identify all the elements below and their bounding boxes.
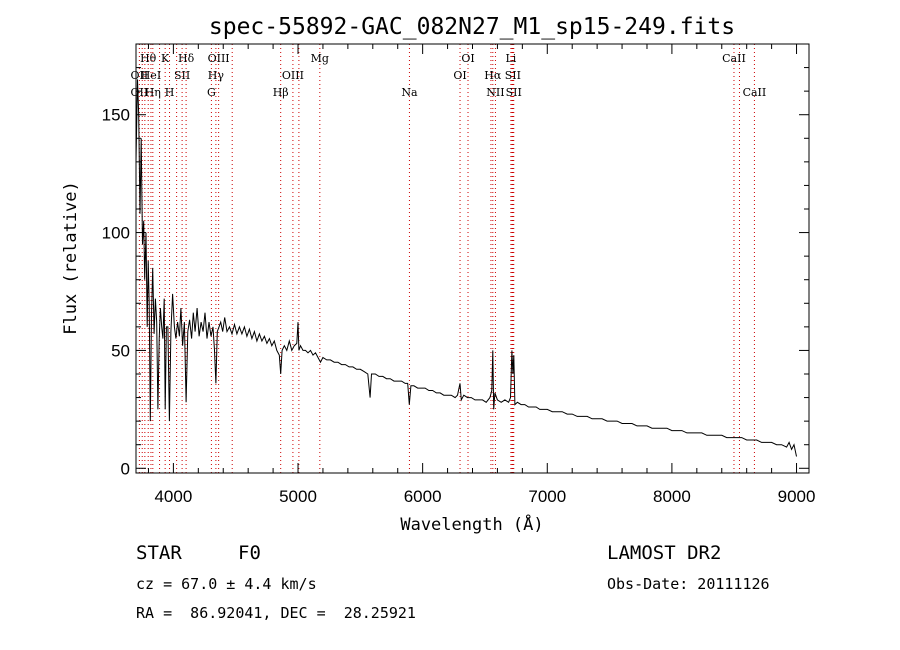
plot-frame [135, 43, 810, 474]
spectrum-line [135, 79, 797, 457]
spectrum-series [135, 79, 797, 457]
x-axis-label: Wavelength (Å) [400, 513, 543, 535]
y-axis-label: Flux (relative) [61, 181, 81, 335]
line-label: NII [486, 86, 504, 99]
x-tick-label: 7000 [528, 487, 566, 506]
spectral-line-markers [138, 44, 755, 473]
line-label: Hα [484, 69, 502, 82]
line-label: Hθ [140, 52, 157, 65]
line-label: OIII [208, 52, 230, 65]
line-label: CaII [722, 52, 746, 65]
x-tick-label: 9000 [778, 487, 816, 506]
line-label: Li [505, 52, 516, 65]
y-tick-label: 50 [111, 341, 130, 360]
x-axis-ticks: 4000 5000 6000 7000 8000 9000 [147, 44, 816, 506]
y-axis-ticks: 0 50 100 150 [102, 67, 809, 478]
x-tick-label: 5000 [279, 487, 317, 506]
y-tick-label: 150 [102, 106, 130, 125]
line-label: G [207, 86, 216, 99]
line-label: OI [453, 69, 466, 82]
y-tick-label: 100 [102, 224, 130, 243]
line-label: OII [131, 86, 149, 99]
line-label: Hγ [208, 69, 225, 82]
line-label: SII [505, 69, 521, 82]
line-label: Hβ [273, 86, 289, 99]
observation-date: Obs-Date: 20111126 [607, 575, 770, 593]
spectral-line-labels: OII OII Hθ HeI Hη K SII H Hδ OIII Hγ G OIII Hβ Mg Na OI O… [131, 52, 767, 99]
line-label: HeI [141, 69, 161, 82]
line-label: Mg [311, 52, 329, 65]
x-tick-label: 8000 [653, 487, 691, 506]
line-label: SII [174, 69, 190, 82]
x-tick-label: 6000 [404, 487, 442, 506]
sky-coordinates: RA = 86.92041, DEC = 28.25921 [136, 604, 416, 622]
object-subclass: F0 [238, 542, 261, 564]
object-class: STAR [136, 542, 182, 564]
line-label: K [161, 52, 170, 65]
line-label: Hδ [178, 52, 195, 65]
line-label: OI [461, 52, 474, 65]
line-label: H [165, 86, 175, 99]
line-label: SII [506, 86, 522, 99]
chart-title: spec-55892-GAC_082N27_M1_sp15-249.fits [209, 14, 735, 40]
line-label: OII [131, 69, 149, 82]
line-label: Na [401, 86, 418, 99]
line-label: Hη [145, 86, 161, 99]
line-label: OIII [282, 69, 304, 82]
line-label: CaII [743, 86, 767, 99]
redshift-velocity: cz = 67.0 ± 4.4 km/s [136, 575, 317, 593]
survey-name: LAMOST DR2 [607, 542, 722, 564]
x-tick-label: 4000 [154, 487, 192, 506]
y-tick-label: 0 [121, 459, 130, 478]
